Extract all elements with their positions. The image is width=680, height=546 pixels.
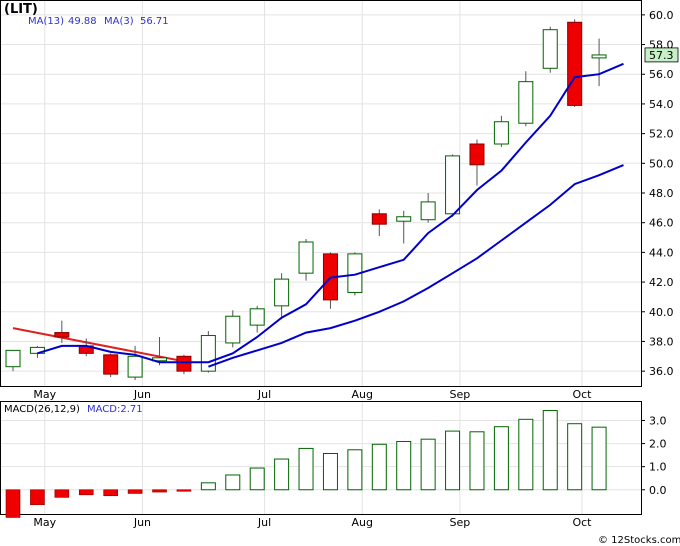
- price-month-label: Oct: [572, 388, 592, 401]
- price-month-label: Sep: [450, 388, 471, 401]
- macd-month-label: Aug: [351, 516, 372, 529]
- macd-month-label: May: [33, 516, 56, 529]
- moving-averages: [37, 62, 624, 368]
- price-month-label: Aug: [351, 388, 372, 401]
- ma-short-label: MA(3): [104, 16, 134, 27]
- price-tick-label: 56.0: [649, 68, 674, 81]
- ma-long-value: 49.88: [68, 16, 97, 27]
- candle-down: [469, 143, 485, 166]
- macd-tick-label: 2.0: [649, 438, 667, 451]
- price-tick-label: 52.0: [649, 128, 674, 141]
- ma-short-value: 56.71: [140, 16, 169, 27]
- macd-bar-positive: [298, 447, 314, 491]
- downtrend-line-layer: [12, 327, 190, 364]
- candle-up: [396, 216, 412, 222]
- candles: [5, 19, 607, 381]
- macd-bar-positive: [371, 443, 387, 491]
- macd-bar-negative: [30, 489, 45, 506]
- macd-bar-positive: [420, 438, 436, 491]
- candle-down: [103, 354, 119, 375]
- macd-bar-negative: [5, 489, 21, 518]
- price-tick-label: 48.0: [649, 187, 674, 200]
- candle-up: [420, 201, 436, 221]
- price-month-label: Jul: [257, 388, 271, 401]
- macd-month-label: Jul: [257, 516, 271, 529]
- macd-bar-negative: [54, 489, 70, 498]
- candle-down: [176, 355, 192, 372]
- price-tick-label: 38.0: [649, 335, 674, 348]
- candle-up: [274, 278, 290, 307]
- price-tick-label: 50.0: [649, 157, 674, 170]
- last-value-text: 57.3: [649, 49, 674, 62]
- price-tick-label: 44.0: [649, 246, 674, 259]
- ma-short-line: [37, 62, 624, 364]
- macd-bar-positive: [249, 467, 265, 491]
- macd-bars: [5, 410, 607, 518]
- macd-bar-positive: [396, 440, 412, 491]
- y-axis-ticks: 36.0 38.0 40.0 42.0 44.0 46.0 48.0 50.0 52.0 54.0…: [641, 9, 674, 497]
- watermark: © 12Stocks.com: [598, 535, 680, 546]
- macd-bar-negative: [152, 489, 167, 493]
- macd-bar-negative: [78, 489, 94, 496]
- macd-bar-positive: [493, 426, 509, 491]
- macd-month-label: Oct: [572, 516, 592, 529]
- candle-up: [5, 349, 21, 368]
- candle-up: [542, 29, 558, 69]
- ma-long-line: [208, 164, 624, 368]
- downtrend-line: [12, 327, 190, 364]
- chart-title: (LIT): [4, 2, 38, 17]
- candle-up: [249, 308, 265, 326]
- price-month-label: Jun: [133, 388, 151, 401]
- macd-bar-positive: [445, 430, 461, 491]
- macd-value-label: MACD:2.71: [87, 404, 143, 415]
- candle-up: [445, 155, 461, 215]
- macd-bar-negative: [127, 489, 143, 494]
- last-value-box: [644, 47, 679, 63]
- macd-bar-positive: [469, 431, 485, 491]
- price-tick-label: 60.0: [649, 9, 674, 22]
- macd-bar-positive: [542, 410, 558, 491]
- macd-tick-label: 0.0: [649, 484, 667, 497]
- macd-label: MACD(26,12,9): [4, 404, 80, 415]
- macd-tick-label: 1.0: [649, 461, 667, 474]
- macd-month-label: Jun: [133, 516, 151, 529]
- candle-up: [493, 121, 509, 145]
- candle-up: [225, 315, 241, 344]
- macd-month-label: Sep: [450, 516, 471, 529]
- ma-long-label: MA(13): [28, 16, 64, 27]
- price-month-label: May: [33, 388, 56, 401]
- price-tick-label: 54.0: [649, 98, 674, 111]
- price-tick-label: 40.0: [649, 306, 674, 319]
- candle-up: [591, 54, 607, 59]
- price-tick-label: 42.0: [649, 276, 674, 289]
- candle-up: [127, 355, 143, 378]
- macd-panel-frame: [0, 401, 642, 515]
- x-axis-ticks: May May Jun Jun Jul Jul Aug Aug Sep Sep Oct Oct: [33, 388, 592, 529]
- macd-bar-positive: [518, 418, 534, 491]
- macd-tick-label: 3.0: [649, 414, 667, 427]
- macd-bar-positive: [347, 449, 363, 491]
- macd-bar-positive: [567, 423, 583, 491]
- price-tick-label: 36.0: [649, 365, 674, 378]
- macd-bar-positive: [274, 458, 290, 491]
- macd-bar-positive: [200, 482, 216, 491]
- macd-bar-negative: [176, 489, 192, 492]
- candle-up: [298, 241, 314, 274]
- macd-bar-negative: [103, 489, 118, 497]
- candle-down: [54, 332, 70, 338]
- candle-up: [518, 81, 534, 124]
- macd-bar-positive: [591, 426, 607, 491]
- candle-down: [371, 213, 387, 225]
- macd-bar-positive: [225, 474, 241, 491]
- price-tick-label: 46.0: [649, 217, 674, 230]
- candle-down: [567, 21, 583, 106]
- macd-bar-positive: [322, 452, 338, 491]
